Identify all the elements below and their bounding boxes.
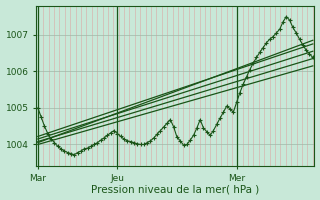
X-axis label: Pression niveau de la mer( hPa ): Pression niveau de la mer( hPa )	[91, 184, 260, 194]
